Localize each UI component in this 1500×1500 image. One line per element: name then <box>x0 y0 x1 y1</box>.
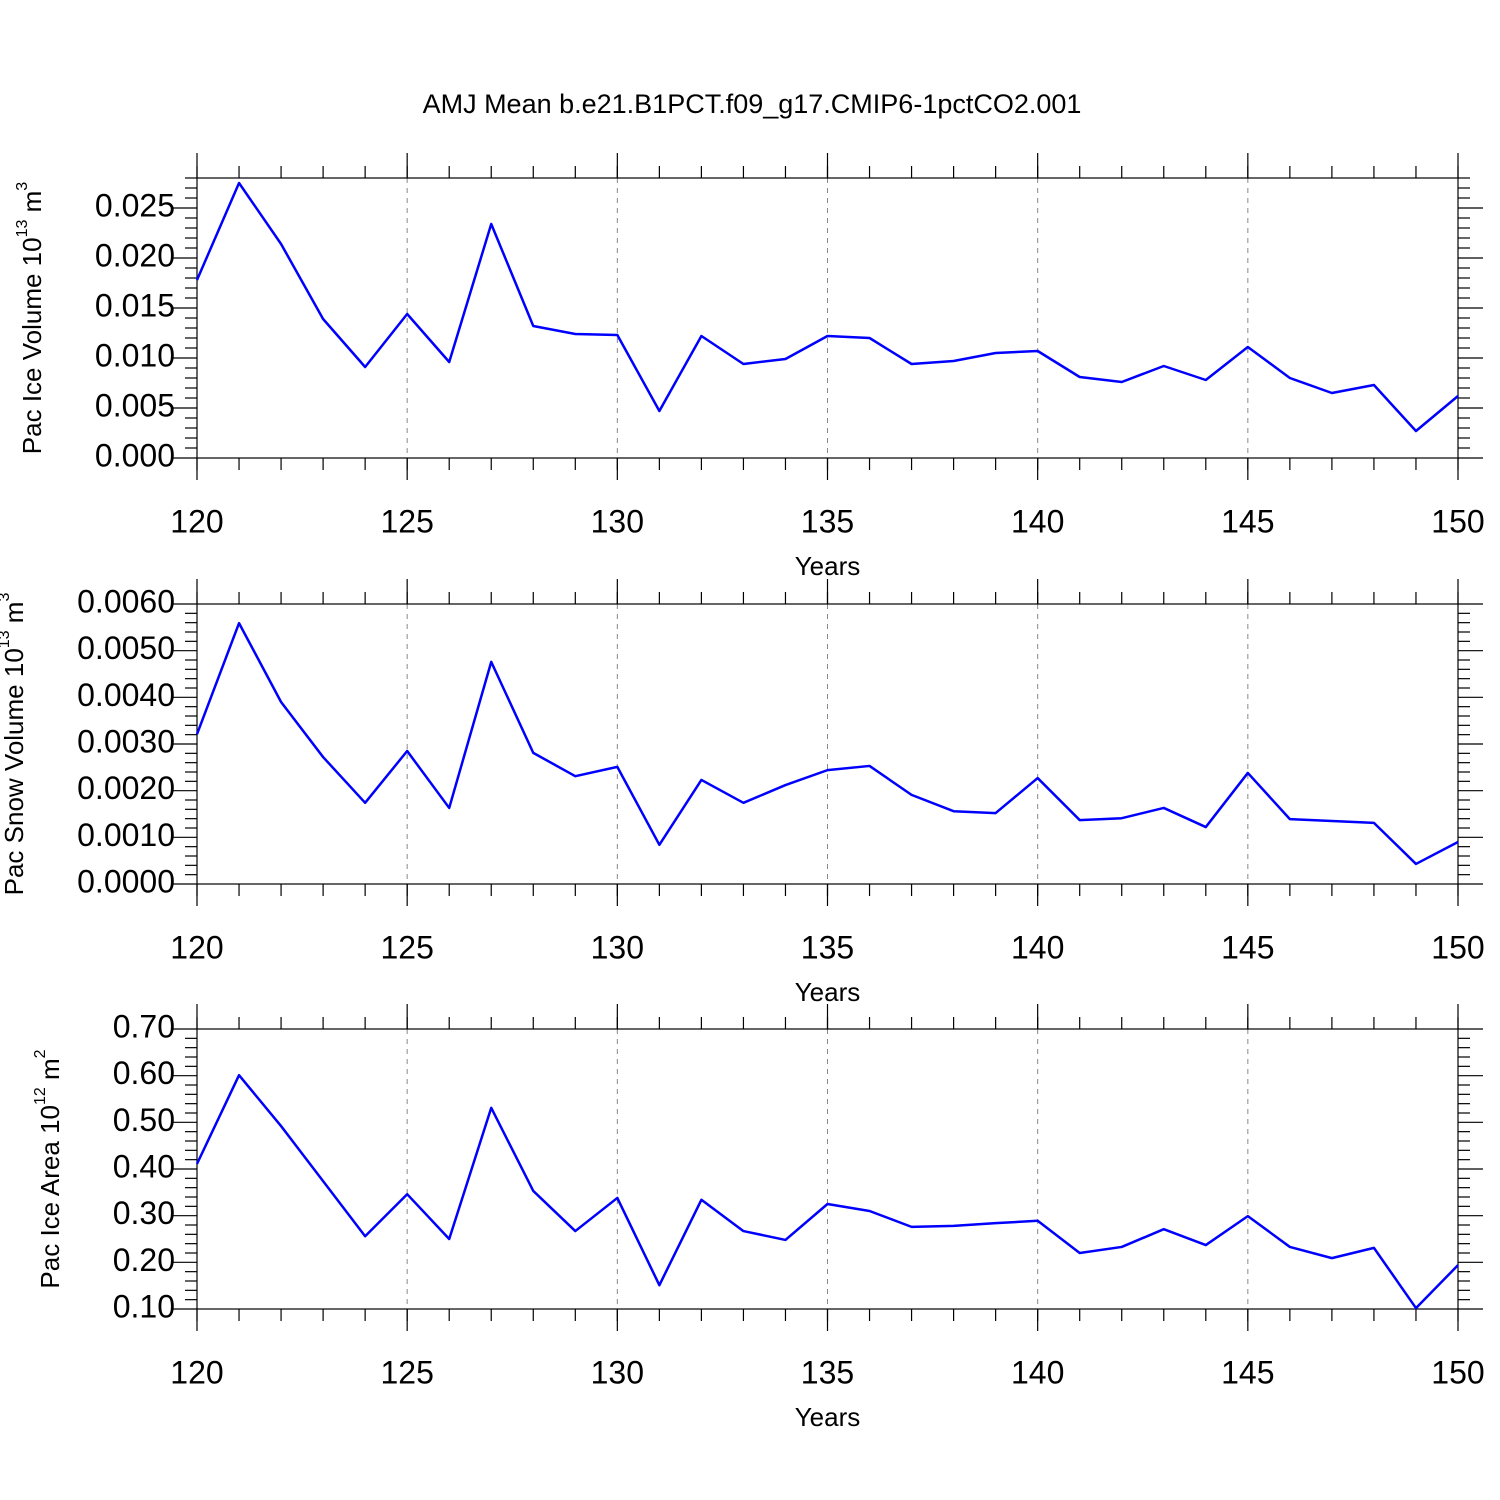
x-tick-label: 150 <box>1431 1354 1484 1390</box>
x-axis-label: Years <box>795 551 861 581</box>
x-tick-label: 125 <box>380 503 433 539</box>
x-tick-label: 140 <box>1011 1354 1064 1390</box>
x-tick-label: 130 <box>591 503 644 539</box>
y-axis-label-part: 3 <box>14 182 31 191</box>
y-axis-label-part: Pac Snow Volume 10 <box>0 648 29 895</box>
data-line <box>195 621 1459 866</box>
y-axis-label-part: 12 <box>32 1087 49 1105</box>
x-tick-label: 120 <box>170 503 223 539</box>
figure-title: AMJ Mean b.e21.B1PCT.f09_g17.CMIP6-1pctC… <box>423 89 1082 119</box>
x-tick-label: 125 <box>380 1354 433 1390</box>
y-tick-label: 0.0020 <box>77 770 175 806</box>
x-tick-label: 145 <box>1221 503 1274 539</box>
y-tick-label: 0.30 <box>113 1195 175 1231</box>
y-tick-label: 0.0000 <box>77 863 175 899</box>
y-axis-label-part: m <box>0 602 29 631</box>
y-tick-label: 0.020 <box>95 237 175 273</box>
y-tick-label: 0.015 <box>95 287 175 323</box>
y-axis-label: Pac Snow Volume 1013 m3 <box>0 593 29 896</box>
x-axis-label: Years <box>795 977 861 1007</box>
y-tick-label: 0.0050 <box>77 630 175 666</box>
y-tick-label: 0.0060 <box>77 583 175 619</box>
x-tick-label: 135 <box>801 929 854 965</box>
x-tick-label: 140 <box>1011 503 1064 539</box>
x-tick-label: 135 <box>801 1354 854 1390</box>
y-tick-label: 0.025 <box>95 187 175 223</box>
x-tick-label: 135 <box>801 503 854 539</box>
x-tick-label: 130 <box>591 1354 644 1390</box>
data-line <box>195 1073 1459 1310</box>
y-tick-label: 0.60 <box>113 1055 175 1091</box>
x-tick-label: 120 <box>170 929 223 965</box>
y-tick-label: 0.0030 <box>77 723 175 759</box>
x-tick-label: 150 <box>1431 929 1484 965</box>
x-tick-label: 145 <box>1221 1354 1274 1390</box>
y-axis-label-part: 13 <box>0 630 13 648</box>
y-tick-label: 0.40 <box>113 1148 175 1184</box>
y-axis-label-part: m <box>17 191 47 220</box>
y-axis-label-part: Pac Ice Area 10 <box>35 1105 65 1289</box>
y-tick-label: 0.005 <box>95 387 175 423</box>
x-tick-label: 145 <box>1221 929 1274 965</box>
y-axis-label-part: Pac Ice Volume 10 <box>17 237 47 454</box>
y-tick-label: 0.50 <box>113 1102 175 1138</box>
x-axis-label: Years <box>795 1402 861 1432</box>
x-tick-label: 120 <box>170 1354 223 1390</box>
y-axis-label-part: m <box>35 1058 65 1087</box>
y-tick-label: 0.010 <box>95 337 175 373</box>
x-tick-label: 125 <box>380 929 433 965</box>
y-tick-label: 0.000 <box>95 437 175 473</box>
data-line <box>195 181 1459 433</box>
y-axis-label-part: 13 <box>14 219 31 237</box>
y-tick-label: 0.0040 <box>77 677 175 713</box>
x-tick-label: 150 <box>1431 503 1484 539</box>
y-tick-label: 0.0010 <box>77 817 175 853</box>
y-axis-label-part: 3 <box>0 593 13 602</box>
y-tick-label: 0.70 <box>113 1008 175 1044</box>
y-axis-label: Pac Ice Volume 1013 m3 <box>14 182 47 455</box>
y-tick-label: 0.20 <box>113 1242 175 1278</box>
x-tick-label: 140 <box>1011 929 1064 965</box>
y-tick-label: 0.10 <box>113 1288 175 1324</box>
x-tick-label: 130 <box>591 929 644 965</box>
y-axis-label: Pac Ice Area 1012 m2 <box>32 1049 65 1288</box>
y-axis-label-part: 2 <box>32 1049 49 1058</box>
